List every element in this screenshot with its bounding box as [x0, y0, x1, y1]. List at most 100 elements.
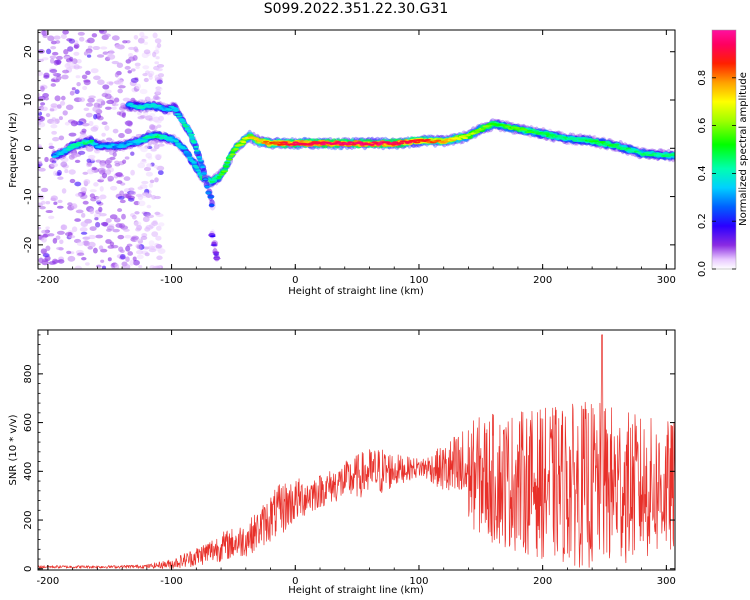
- heatmap-cell: [114, 144, 120, 147]
- heatmap-speck: [86, 54, 92, 58]
- heatmap-speck: [53, 201, 58, 205]
- heatmap-speck: [104, 125, 110, 131]
- heatmap-speck: [38, 121, 46, 128]
- heatmap-cell: [218, 173, 225, 176]
- heatmap-speck: [85, 112, 93, 118]
- heatmap-speck: [125, 245, 131, 252]
- heatmap-speck: [137, 99, 146, 104]
- heatmap-cell: [154, 135, 161, 138]
- heatmap-cell: [456, 138, 462, 141]
- heatmap-speck: [104, 89, 112, 94]
- heatmap-speck: [143, 41, 148, 45]
- heatmap-speck: [142, 73, 148, 77]
- heatmap-speck: [44, 96, 49, 101]
- heatmap-speck: [86, 162, 91, 166]
- heatmap-speck: [89, 189, 97, 193]
- heatmap-cell: [174, 143, 182, 145]
- heatmap-speck: [143, 49, 151, 55]
- heatmap-speck: [39, 194, 45, 200]
- heatmap-speck: [148, 240, 155, 246]
- heatmap-speck: [42, 253, 50, 258]
- heatmap-speck: [101, 172, 108, 179]
- heatmap-speck: [77, 150, 86, 155]
- heatmap-cell: [68, 146, 76, 149]
- heatmap-speck: [66, 61, 75, 67]
- heatmap-cell: [178, 118, 185, 121]
- heatmap-speck: [61, 188, 67, 194]
- heatmap-speck: [45, 226, 50, 230]
- heatmap-speck: [94, 149, 100, 153]
- heatmap-speck: [56, 169, 62, 176]
- heatmap-speck: [122, 159, 127, 164]
- heatmap-speck: [55, 55, 63, 60]
- heatmap-cell: [291, 143, 297, 146]
- colorbar-frame: [711, 29, 737, 270]
- heatmap-speck: [81, 122, 90, 127]
- heatmap-speck: [105, 163, 112, 169]
- heatmap-cell: [191, 164, 199, 167]
- y-tick-label: 600: [23, 413, 34, 432]
- heatmap-speck: [111, 35, 120, 41]
- heatmap-cell: [480, 127, 487, 130]
- heatmap-speck: [45, 113, 51, 118]
- heatmap-speck: [52, 136, 60, 142]
- heatmap-cell: [229, 153, 237, 156]
- heatmap-speck: [76, 241, 85, 247]
- heatmap-speck: [87, 97, 95, 103]
- heatmap-speck: [41, 237, 47, 243]
- heatmap-speck: [55, 40, 61, 44]
- heatmap-speck: [119, 199, 126, 204]
- heatmap-speck: [101, 132, 106, 137]
- heatmap-speck: [101, 92, 109, 98]
- heatmap-speck: [137, 194, 144, 201]
- heatmap-speck: [74, 218, 81, 222]
- spectrogram-data: [38, 30, 675, 269]
- heatmap-cell: [187, 133, 196, 136]
- heatmap-speck: [45, 209, 54, 214]
- heatmap-speck: [50, 46, 57, 50]
- heatmap-speck: [50, 195, 58, 202]
- heatmap-speck: [58, 135, 65, 141]
- heatmap-cell: [548, 134, 556, 136]
- colorbar: 0.0 0.2 0.4 0.6 0.8 Normalized spectral ampl…: [697, 29, 749, 277]
- heatmap-speck: [50, 83, 57, 87]
- x-tick-label: 300: [657, 576, 676, 587]
- heatmap-speck: [89, 226, 97, 231]
- heatmap-speck: [144, 252, 150, 257]
- heatmap-cell: [614, 143, 620, 146]
- heatmap-speck: [80, 231, 88, 235]
- heatmap-speck: [74, 265, 82, 269]
- heatmap-speck: [93, 75, 101, 81]
- heatmap-speck: [48, 142, 53, 147]
- heatmap-speck: [78, 36, 85, 42]
- heatmap-speck: [78, 97, 86, 103]
- heatmap-speck: [111, 106, 117, 110]
- heatmap-speck: [68, 169, 76, 175]
- heatmap-cell: [320, 143, 326, 146]
- heatmap-speck: [82, 85, 88, 91]
- heatmap-speck: [118, 133, 125, 139]
- heatmap-speck: [151, 221, 159, 226]
- heatmap-speck: [56, 246, 64, 251]
- snr-panel: -200 -100 0 100 200 300 0 200 400 600 800 Height o…: [8, 329, 676, 596]
- heatmap-cell: [144, 103, 151, 106]
- heatmap-cell: [405, 141, 413, 144]
- heatmap-speck: [83, 79, 91, 83]
- heatmap-speck: [90, 68, 99, 74]
- heatmap-speck: [99, 186, 104, 192]
- heatmap-cell: [180, 147, 188, 150]
- heatmap-speck: [116, 62, 124, 68]
- heatmap-cell: [184, 152, 192, 155]
- heatmap-speck: [155, 235, 162, 241]
- heatmap-cell: [397, 142, 405, 145]
- heatmap-speck: [122, 263, 131, 269]
- heatmap-speck: [154, 177, 159, 183]
- heatmap-cell: [277, 143, 285, 146]
- heatmap-speck: [46, 48, 52, 55]
- heatmap-cell: [209, 179, 217, 182]
- x-tick-label: -200: [37, 576, 60, 587]
- heatmap-cell: [128, 103, 134, 105]
- heatmap-speck: [68, 154, 75, 160]
